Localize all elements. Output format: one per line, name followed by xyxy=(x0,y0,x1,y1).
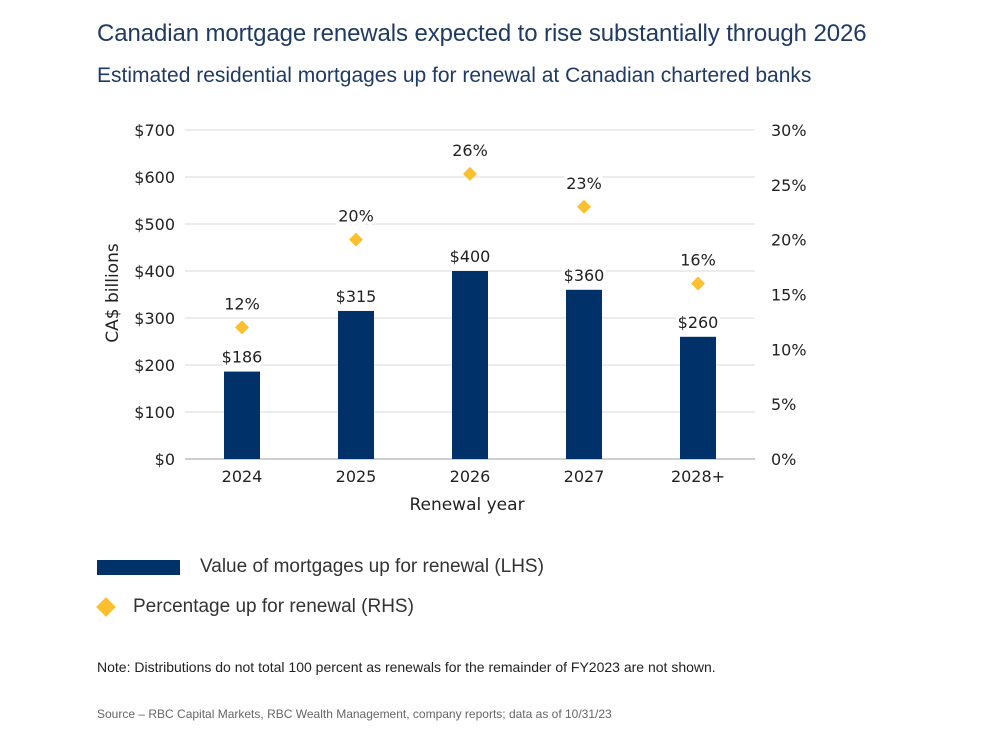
chart-title: Canadian mortgage renewals expected to r… xyxy=(97,20,867,47)
data-labels: $186 12% $315 20% $400 26% $360 23% $260 16% xyxy=(219,138,722,370)
point-value-label: 23% xyxy=(566,174,602,193)
chart-source: Source – RBC Capital Markets, RBC Wealth… xyxy=(97,707,612,721)
diamond-point xyxy=(235,320,249,335)
y-axis-right: 0% 5% 10% 15% 20% 25% 30% xyxy=(771,121,807,469)
y-tick-label: $600 xyxy=(134,168,175,187)
x-axis: 2024 2025 2026 2027 2028+ xyxy=(222,467,725,486)
diamond-point xyxy=(691,276,705,291)
point-value-label: 16% xyxy=(680,251,716,270)
bar-value-label: $360 xyxy=(564,266,605,285)
diamond-point xyxy=(349,232,363,247)
y-tick-label: $500 xyxy=(134,215,175,234)
x-tick-label: 2026 xyxy=(450,467,491,486)
legend-bar-label: Value of mortgages up for renewal (LHS) xyxy=(200,556,544,577)
y2-tick-label: 10% xyxy=(771,340,807,359)
bar-value-label: $260 xyxy=(678,313,719,332)
chart-canvas: $186 12% $315 20% $400 26% $360 23% $260 16% $0 $1… xyxy=(103,121,807,515)
y2-tick-label: 0% xyxy=(771,450,796,469)
x-tick-label: 2028+ xyxy=(671,467,725,486)
x-axis-label: Renewal year xyxy=(409,495,524,515)
chart-subtitle: Estimated residential mortgages up for r… xyxy=(97,64,812,87)
point-value-label: 26% xyxy=(452,141,488,160)
bar xyxy=(224,371,260,459)
x-tick-label: 2025 xyxy=(336,467,377,486)
y-tick-label: $0 xyxy=(155,450,175,469)
bar-value-label: $400 xyxy=(450,247,491,266)
diamond-point xyxy=(577,199,591,214)
y2-tick-label: 15% xyxy=(771,286,807,305)
legend-item-bars: Value of mortgages up for renewal (LHS) xyxy=(97,556,544,578)
y-axis-label: CA$ billions xyxy=(103,243,123,343)
diamond-point xyxy=(463,166,477,181)
legend-diamond-label: Percentage up for renewal (RHS) xyxy=(133,596,414,617)
y-tick-label: $700 xyxy=(134,121,175,140)
point-value-label: 12% xyxy=(224,294,260,313)
y2-tick-label: 25% xyxy=(771,176,807,195)
y-tick-label: $300 xyxy=(134,309,175,328)
bar-value-label: $315 xyxy=(336,287,377,306)
point-value-label: 20% xyxy=(338,207,374,226)
legend-item-diamonds: Percentage up for renewal (RHS) xyxy=(96,596,414,618)
bar-series xyxy=(224,271,716,459)
y2-tick-label: 5% xyxy=(771,395,796,414)
chart-note: Note: Distributions do not total 100 per… xyxy=(97,659,716,675)
y-tick-label: $400 xyxy=(134,262,175,281)
bar xyxy=(680,336,716,459)
y2-tick-label: 30% xyxy=(771,121,807,140)
bar xyxy=(566,289,602,459)
legend-bar-swatch xyxy=(97,559,180,575)
x-tick-label: 2027 xyxy=(564,467,605,486)
y2-tick-label: 20% xyxy=(771,231,807,250)
bar-value-label: $186 xyxy=(222,348,263,367)
x-tick-label: 2024 xyxy=(222,467,263,486)
diamond-series xyxy=(235,166,705,335)
y-axis-left: $0 $100 $200 $300 $400 $500 $600 $700 xyxy=(134,121,175,469)
legend-diamond-icon xyxy=(96,597,116,617)
y-tick-label: $100 xyxy=(134,403,175,422)
y-tick-label: $200 xyxy=(134,356,175,375)
bar xyxy=(338,310,374,459)
bar xyxy=(452,271,488,459)
